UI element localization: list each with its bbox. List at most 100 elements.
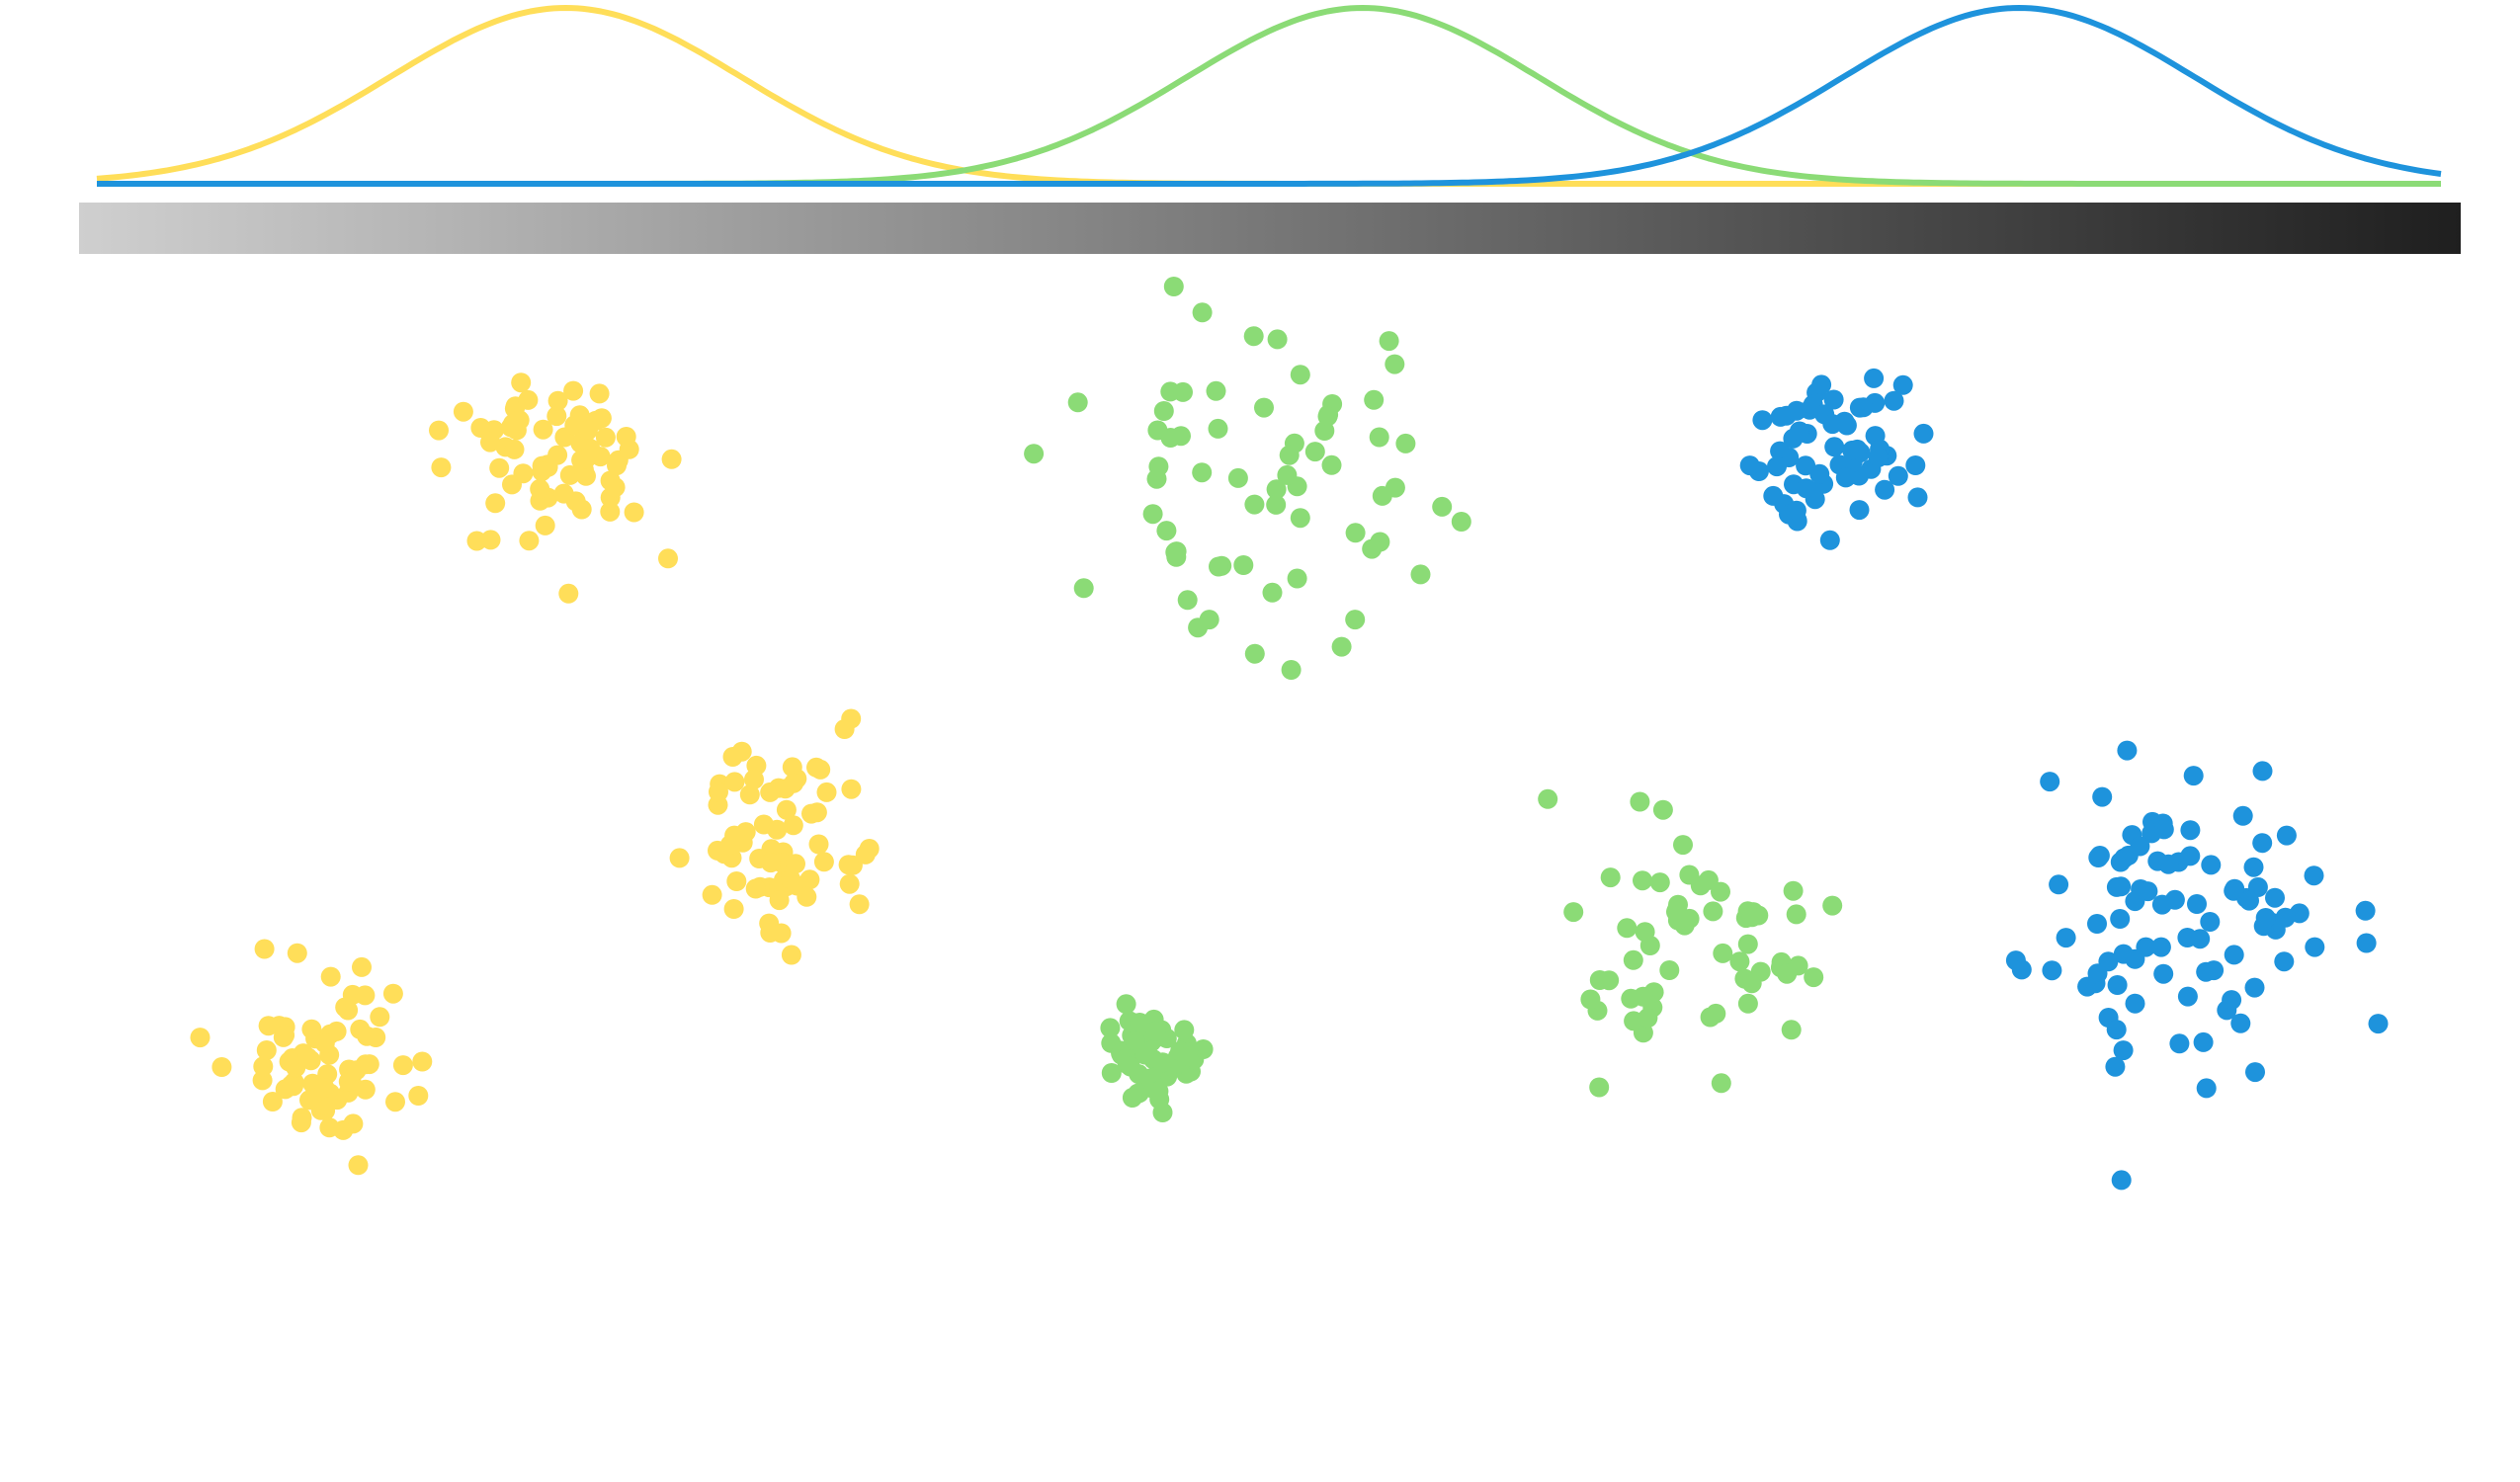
blue-data-point [2355,900,2376,921]
green-data-point [1666,901,1686,922]
yellow-data-point [466,531,487,551]
green-data-point [1331,636,1352,657]
yellow-data-point [771,923,792,944]
yellow-data-point [841,779,862,799]
blue-data-point [2201,855,2222,875]
green-data-point [1317,406,1338,427]
green-data-point [1266,494,1287,515]
yellow-data-point [314,1078,335,1099]
yellow-data-point [279,1051,299,1072]
green-data-point [1600,867,1621,888]
green-data-point [1171,426,1191,447]
blue-data-point [2138,881,2158,902]
blue-data-point [2169,1033,2190,1054]
blue-data-point [2111,1170,2132,1191]
blue-distribution-curve [97,5,2442,187]
yellow-data-point [319,1117,340,1138]
green-data-point [1208,418,1228,439]
green-data-point [1262,582,1283,603]
yellow-cluster-bottom [190,939,433,1176]
yellow-data-point [808,834,829,855]
green-data-point [1362,538,1383,559]
yellow-data-point [709,782,728,802]
green-data-point [1737,993,1758,1014]
green-data-point [1385,477,1405,498]
yellow-data-point [801,803,821,824]
green-data-point [1192,302,1213,323]
yellow-data-point [658,548,678,569]
blue-data-point [2276,825,2297,846]
yellow-data-point [744,769,764,789]
green-data-point [1199,610,1219,630]
blue-data-point [1875,479,1895,500]
yellow-data-point [275,1025,295,1045]
green-data-point [1410,564,1431,585]
yellow-data-point [571,499,592,520]
yellow-data-point [352,956,372,977]
blue-data-point [2180,846,2201,866]
green-data-point [1206,380,1226,401]
green-data-point [1729,951,1750,972]
blue-cluster-top [1739,368,1934,550]
yellow-data-point [724,825,745,846]
yellow-data-point [576,449,597,469]
yellow-data-point [382,983,403,1004]
yellow-data-point [726,871,747,891]
yellow-data-point [760,782,781,802]
blue-data-point [1786,500,1806,521]
yellow-data-point [547,445,568,465]
yellow-data-point [385,1092,405,1112]
green-data-point [1649,872,1670,893]
blue-data-point [2056,928,2076,948]
green-data-point [1281,660,1302,680]
blue-data-point [2183,766,2204,786]
green-data-point [1741,907,1762,928]
yellow-data-point [578,420,598,441]
yellow-data-point [532,461,552,482]
yellow-data-point [511,372,532,393]
blue-data-point [1787,400,1806,421]
green-data-point [1321,454,1342,475]
blue-data-point [2193,1031,2214,1052]
blue-data-point [2368,1014,2389,1034]
blue-data-point [2110,852,2131,872]
blue-data-point [1913,423,1934,444]
yellow-data-point [370,1007,390,1028]
yellow-data-point [600,501,621,522]
green-data-point [1227,467,1248,488]
blue-data-point [2153,819,2174,840]
distribution-curves [96,5,2442,187]
yellow-data-point [841,708,862,729]
yellow-data-point [412,1051,433,1072]
green-data-point [1152,1103,1173,1122]
yellow-data-point [519,531,540,551]
yellow-data-point [769,890,790,911]
green-data-point [1134,1044,1155,1065]
blue-data-point [1811,374,1832,395]
green-data-point [1073,578,1094,599]
yellow-data-point [287,943,307,963]
green-data-point [1267,329,1288,350]
green-data-point [1153,401,1174,421]
yellow-data-point [595,427,616,448]
blue-data-point [2153,963,2174,984]
blue-data-point [2196,1078,2217,1099]
blue-data-point [2117,740,2138,761]
green-data-point [1148,456,1169,477]
green-data-point [1254,397,1274,418]
blue-data-point [2177,986,2198,1007]
yellow-data-point [301,1019,322,1039]
green-data-point [1580,989,1601,1010]
green-data-point [1538,788,1558,809]
blue-data-point [2255,908,2276,928]
green-data-point [1156,521,1177,541]
blue-data-point [1763,485,1784,506]
yellow-data-point [607,455,627,476]
blue-data-point [2113,1040,2134,1061]
green-data-point [1116,994,1136,1015]
blue-data-point [1789,421,1809,442]
blue-data-point [2224,945,2244,965]
yellow-data-point [502,474,522,495]
blue-data-point [2204,960,2225,981]
